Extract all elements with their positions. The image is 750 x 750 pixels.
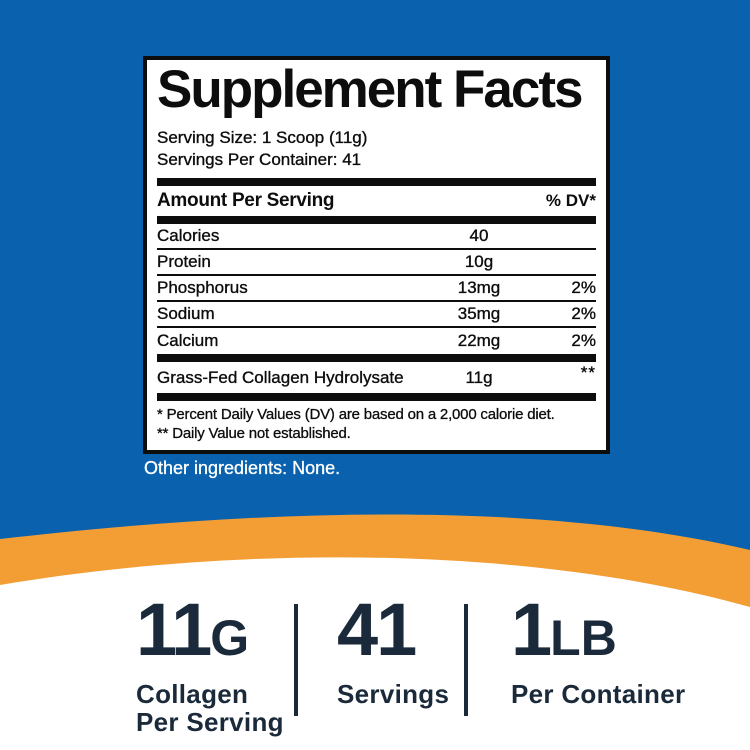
stat-number: 41	[337, 588, 417, 671]
nutrient-name: Calcium	[157, 331, 219, 350]
nutrient-dv: 2%	[571, 331, 596, 350]
divider-bar-mid	[157, 354, 596, 362]
stat-value: 11G	[136, 593, 284, 668]
stat-label-line: Servings	[337, 679, 450, 709]
stat-label: Per Container	[511, 680, 685, 708]
table-row: Calcium 22mg 2%	[157, 328, 596, 354]
nutrient-name: Calories	[157, 226, 220, 245]
supplement-facts-panel: Supplement Facts Serving Size: 1 Scoop (…	[143, 56, 610, 454]
stat-label-line: Per Container	[511, 679, 686, 709]
stat-per-container: 1LB Per Container	[511, 593, 685, 709]
stat-servings: 41 Servings	[337, 593, 449, 709]
table-header-row: Amount Per Serving % DV*	[157, 186, 596, 216]
table-row: Calories 40	[157, 224, 596, 250]
amount-per-serving-header: Amount Per Serving	[157, 190, 335, 211]
percent-dv-header: % DV*	[545, 191, 596, 210]
panel-title: Supplement Facts	[157, 60, 583, 119]
nutrient-amount: 40	[469, 226, 489, 245]
stat-value: 1LB	[511, 593, 685, 668]
stat-unit: G	[210, 610, 250, 666]
stat-value: 41	[337, 593, 449, 668]
nutrient-dv: 2%	[571, 304, 596, 323]
ingredient-name: Grass-Fed Collagen Hydrolysate	[157, 367, 404, 387]
stat-number: 1	[511, 588, 552, 671]
footnote-not-established: ** Daily Value not established.	[157, 424, 351, 442]
nutrient-name: Sodium	[157, 304, 215, 323]
ingredient-dv: **	[580, 362, 596, 382]
ingredient-row: Grass-Fed Collagen Hydrolysate 11g **	[157, 362, 596, 393]
stat-label: Servings	[337, 680, 449, 708]
table-row: Protein 10g	[157, 250, 596, 276]
nutrient-name: Phosphorus	[157, 278, 248, 297]
ingredient-amount: 11g	[465, 367, 493, 387]
nutrient-amount: 22mg	[457, 331, 501, 350]
stat-collagen-per-serving: 11G Collagen Per Serving	[136, 593, 284, 737]
table-row: Phosphorus 13mg 2%	[157, 276, 596, 302]
stat-divider	[464, 604, 468, 716]
table-row: Sodium 35mg 2%	[157, 302, 596, 328]
stat-label: Collagen Per Serving	[136, 680, 284, 736]
footnote-dv: * Percent Daily Values (DV) are based on…	[157, 406, 555, 423]
serving-info: Serving Size: 1 Scoop (11g) Servings Per…	[157, 127, 596, 171]
nutrient-dv: 2%	[571, 278, 596, 297]
nutrient-amount: 13mg	[457, 278, 501, 297]
footnotes: * Percent Daily Values (DV) are based on…	[157, 406, 596, 443]
serving-size-line: Serving Size: 1 Scoop (11g)	[157, 128, 368, 147]
other-ingredients-line: Other ingredients: None.	[144, 458, 341, 478]
stat-unit: LB	[550, 610, 617, 666]
nutrient-name: Protein	[157, 252, 211, 271]
nutrient-amount: 35mg	[457, 304, 501, 323]
divider-bar-top	[157, 178, 596, 186]
stat-number: 11	[136, 588, 212, 671]
stat-divider	[294, 604, 298, 716]
servings-per-container-line: Servings Per Container: 41	[157, 150, 362, 169]
divider-bar-header	[157, 216, 596, 224]
nutrient-amount: 10g	[464, 252, 494, 271]
stat-label-line: Collagen	[136, 679, 249, 709]
stat-label-line: Per Serving	[136, 707, 284, 737]
divider-bar-bottom	[157, 393, 596, 401]
